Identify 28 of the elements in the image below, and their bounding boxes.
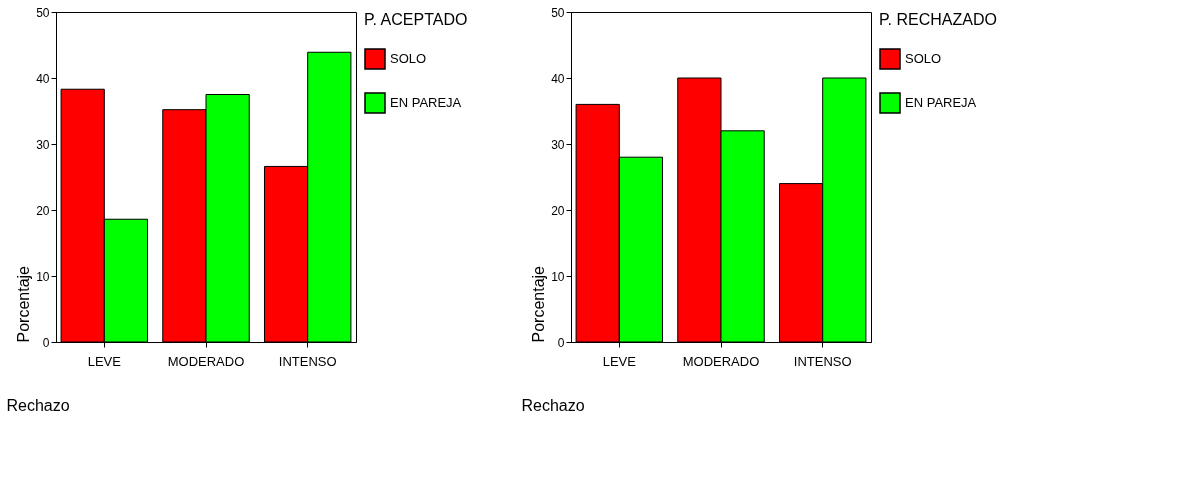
y-tick-label: 50 bbox=[551, 5, 565, 20]
y-axis-title: Porcentaje bbox=[15, 265, 33, 343]
legend-label: EN PAREJA bbox=[905, 95, 977, 110]
x-tick-label: INTENSO bbox=[793, 353, 852, 369]
legend-label: EN PAREJA bbox=[390, 95, 462, 110]
x-tick-label: LEVE bbox=[602, 353, 637, 369]
y-tick-label: 0 bbox=[557, 335, 565, 350]
x-axis-title: Rechazo bbox=[6, 396, 70, 414]
y-tick-label: 20 bbox=[551, 203, 565, 218]
y-tick-label: 20 bbox=[36, 203, 50, 218]
y-tick-label: 10 bbox=[551, 269, 565, 284]
y-tick-label: 40 bbox=[551, 71, 565, 86]
x-axis-title: Rechazo bbox=[521, 396, 585, 414]
y-tick-label: 30 bbox=[551, 137, 565, 152]
y-tick-label: 0 bbox=[42, 335, 50, 350]
legend-title: P. RECHAZADO bbox=[879, 11, 997, 28]
y-tick-label: 40 bbox=[36, 71, 50, 86]
x-tick-label: INTENSO bbox=[278, 353, 337, 369]
legend-label: SOLO bbox=[905, 51, 942, 66]
x-tick-label: MODERADO bbox=[167, 353, 245, 369]
x-tick-label: MODERADO bbox=[682, 353, 760, 369]
legend-label: SOLO bbox=[390, 51, 427, 66]
y-tick-label: 50 bbox=[36, 5, 50, 20]
y-tick-label: 30 bbox=[36, 137, 50, 152]
y-axis-title: Porcentaje bbox=[530, 265, 548, 343]
legend-title: P. ACEPTADO bbox=[364, 11, 468, 28]
y-tick-label: 10 bbox=[36, 269, 50, 284]
x-tick-label: LEVE bbox=[87, 353, 122, 369]
